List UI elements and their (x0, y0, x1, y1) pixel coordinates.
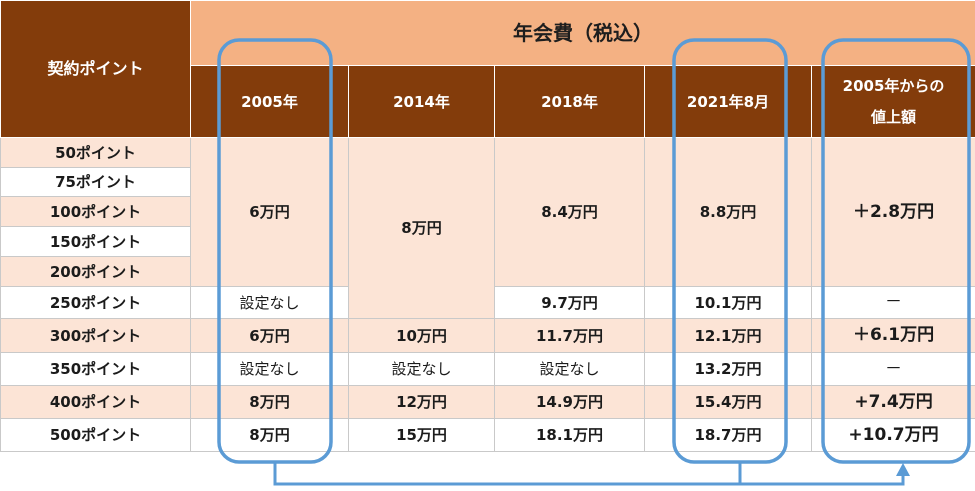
increase-250pt: － (810, 286, 975, 319)
row-label-500pt: 500ポイント (0, 418, 191, 452)
header-row: 契約ポイント 年会費（税込） (0, 0, 975, 138)
increase-50-200pt: ＋2.8万円 (810, 137, 975, 287)
fee-2021-08-50-200pt: 8.8万円 (644, 137, 812, 287)
fee-2021-08-300pt: 12.1万円 (644, 318, 812, 353)
fee-2021-08-250pt: 10.1万円 (644, 286, 812, 319)
row-label-250pt: 250ポイント (0, 286, 191, 319)
fee-2014-500pt: 15万円 (348, 418, 495, 452)
fee-2005-250pt: 設定なし (190, 286, 349, 319)
fee-2014-50-250pt: 8万円 (348, 137, 495, 319)
table-row: 200ポイント (0, 256, 975, 287)
increase-400pt: +7.4万円 (810, 385, 975, 419)
fee-2021-08-350pt: 13.2万円 (644, 352, 812, 386)
fee-2021-08-400pt: 15.4万円 (644, 385, 812, 419)
increase-350pt: － (810, 352, 975, 386)
table-row: 500ポイント 8万円 15万円 18.1万円 18.7万円 +10.7万円 (0, 418, 975, 452)
fee-2005-400pt: 8万円 (190, 385, 349, 419)
year-2005-header: 2005年 (190, 65, 349, 138)
row-label-75pt: 75ポイント (0, 167, 191, 197)
fee-2021-08-500pt: 18.7万円 (644, 418, 812, 452)
year-2014-header: 2014年 (348, 65, 495, 138)
table-row: 50ポイント 6万円 8万円 8.4万円 8.8万円 ＋2.8万円 (0, 137, 975, 319)
fee-2005-500pt: 8万円 (190, 418, 349, 452)
fee-2014-400pt: 12万円 (348, 385, 495, 419)
fee-2014-350pt: 設定なし (348, 352, 495, 386)
fee-2018-250pt: 9.7万円 (494, 286, 645, 319)
annual-fee-header: 年会費（税込） (189, 0, 975, 66)
table-row: 300ポイント 6万円 10万円 11.7万円 12.1万円 ＋6.1万円 (0, 318, 975, 353)
table-row: 350ポイント 設定なし 設定なし 設定なし 13.2万円 － (0, 352, 975, 386)
contract-points-header: 契約ポイント (0, 0, 191, 138)
increase-header-line2: 値上額 (871, 107, 917, 126)
annual-fee-table: 契約ポイント 年会費（税込） 2005年 2014年 2018年 2021年8月… (0, 0, 975, 452)
row-label-400pt: 400ポイント (0, 385, 191, 419)
year-2021-08-header: 2021年8月 (644, 65, 812, 138)
row-label-300pt: 300ポイント (0, 318, 191, 353)
increase-header-line1: 2005年からの (842, 76, 945, 95)
fee-2018-350pt: 設定なし (494, 352, 645, 386)
fee-2005-350pt: 設定なし (190, 352, 349, 386)
fee-2014-300pt: 10万円 (348, 318, 495, 353)
arrow-up-icon (896, 463, 910, 476)
table-row: 150ポイント (0, 226, 975, 257)
fee-2018-300pt: 11.7万円 (494, 318, 645, 353)
row-label-150pt: 150ポイント (0, 226, 191, 257)
row-label-200pt: 200ポイント (0, 256, 191, 287)
row-label-350pt: 350ポイント (0, 352, 191, 386)
fee-2018-400pt: 14.9万円 (494, 385, 645, 419)
fee-2005-50-200pt: 6万円 (190, 137, 349, 287)
table-row: 400ポイント 8万円 12万円 14.9万円 15.4万円 +7.4万円 (0, 385, 975, 419)
increase-500pt: +10.7万円 (810, 418, 975, 452)
fee-2018-500pt: 18.1万円 (494, 418, 645, 452)
row-label-50pt: 50ポイント (0, 137, 191, 168)
year-2018-header: 2018年 (494, 65, 645, 138)
fee-2018-50-200pt: 8.4万円 (494, 137, 645, 287)
increase-300pt: ＋6.1万円 (810, 318, 975, 353)
row-label-100pt: 100ポイント (0, 196, 191, 227)
comparison-arrow-line (273, 462, 905, 486)
table-row: 100ポイント (0, 196, 975, 227)
fee-2005-300pt: 6万円 (190, 318, 349, 353)
increase-header: 2005年からの 値上額 (810, 65, 975, 138)
